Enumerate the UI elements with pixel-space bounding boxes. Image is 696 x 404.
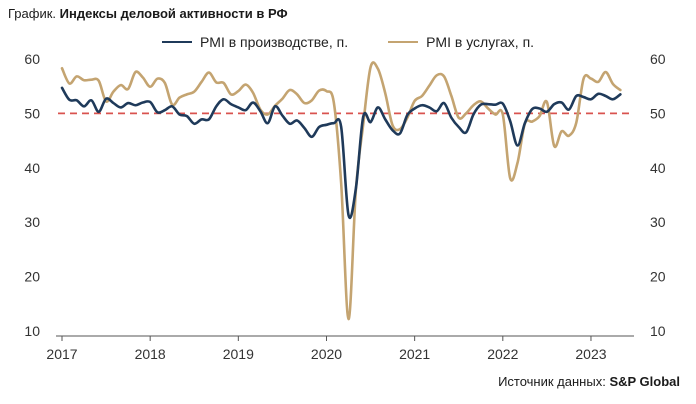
source-note: Источник данных: S&P Global bbox=[498, 374, 680, 389]
legend-swatch-services bbox=[388, 41, 419, 43]
x-tick-2021: 2021 bbox=[399, 346, 430, 362]
y-tick-left-10: 10 bbox=[24, 323, 40, 339]
x-tick-2023: 2023 bbox=[575, 346, 606, 362]
y-tick-left-20: 20 bbox=[24, 269, 40, 285]
legend-label-services: PMI в услугах, п. bbox=[426, 34, 535, 50]
y-tick-left-40: 40 bbox=[24, 160, 40, 176]
y-tick-right-10: 10 bbox=[650, 323, 666, 339]
x-tick-2022: 2022 bbox=[487, 346, 518, 362]
legend-swatch-manufacturing bbox=[161, 41, 192, 43]
x-tick-2019: 2019 bbox=[223, 346, 254, 362]
legend-manufacturing: PMI в производстве, п. bbox=[161, 34, 349, 50]
legend: PMI в производстве, п. PMI в услугах, п. bbox=[0, 34, 696, 50]
y-tick-left-60: 60 bbox=[24, 51, 40, 67]
x-tick-2018: 2018 bbox=[135, 346, 166, 362]
series-line-manufacturing bbox=[60, 86, 622, 219]
y-tick-right-30: 30 bbox=[650, 214, 666, 230]
y-tick-left-30: 30 bbox=[24, 214, 40, 230]
y-tick-right-40: 40 bbox=[650, 160, 666, 176]
source-prefix: Источник данных: bbox=[498, 374, 606, 389]
legend-label-manufacturing: PMI в производстве, п. bbox=[199, 34, 349, 50]
title-prefix: График. bbox=[8, 6, 57, 21]
source-name: S&P Global bbox=[609, 374, 680, 389]
title-text: Индексы деловой активности в РФ bbox=[59, 6, 288, 21]
y-tick-right-20: 20 bbox=[650, 269, 666, 285]
y-tick-left-50: 50 bbox=[24, 105, 40, 121]
x-tick-2020: 2020 bbox=[311, 346, 342, 362]
y-tick-right-50: 50 bbox=[650, 105, 666, 121]
chart-title: График. Индексы деловой активности в РФ bbox=[8, 6, 288, 21]
y-tick-right-60: 60 bbox=[650, 51, 666, 67]
legend-services: PMI в услугах, п. bbox=[388, 34, 534, 50]
x-tick-2017: 2017 bbox=[46, 346, 77, 362]
